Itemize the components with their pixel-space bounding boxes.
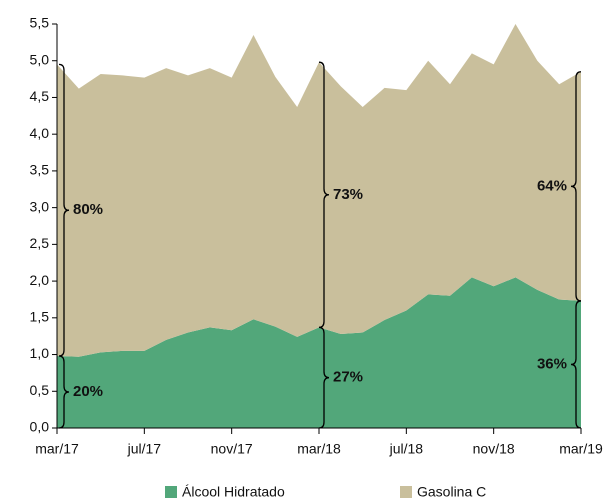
y-tick-label: 1,5	[30, 309, 50, 325]
annotation: 36%	[537, 355, 567, 372]
y-tick-label: 3,0	[30, 198, 50, 214]
brace	[58, 63, 70, 357]
y-tick-label: 2,5	[30, 235, 50, 251]
x-tick-label: nov/17	[211, 441, 253, 457]
brace	[318, 326, 330, 429]
annotation: 73%	[333, 186, 363, 203]
area	[57, 24, 581, 357]
brace	[570, 300, 582, 429]
x-tick-label: mar/17	[35, 441, 79, 457]
y-tick-label: 1,0	[30, 345, 50, 361]
brace	[318, 61, 330, 329]
annotation: 27%	[333, 369, 363, 386]
legend-label: Gasolina C	[417, 484, 486, 500]
area	[57, 277, 581, 428]
x-tick-label: nov/18	[473, 441, 515, 457]
annotation: 80%	[73, 201, 103, 218]
legend-label: Álcool Hidratado	[182, 484, 285, 500]
y-tick-label: 5,5	[30, 15, 50, 31]
x-tick-label: jul/18	[389, 441, 424, 457]
brace	[570, 71, 582, 302]
legend-swatch	[165, 486, 177, 498]
x-tick-label: mar/19	[559, 441, 603, 457]
y-tick-label: 4,0	[30, 125, 50, 141]
x-tick-label: jul/17	[127, 441, 162, 457]
y-tick-label: 3,5	[30, 162, 50, 178]
brace	[58, 355, 70, 429]
annotation: 64%	[537, 177, 567, 194]
legend-swatch	[400, 486, 412, 498]
annotation: 20%	[73, 383, 103, 400]
y-tick-label: 5,0	[30, 51, 50, 67]
y-tick-label: 4,5	[30, 88, 50, 104]
y-tick-label: 0,0	[30, 419, 50, 435]
y-tick-label: 2,0	[30, 272, 50, 288]
x-tick-label: mar/18	[297, 441, 341, 457]
y-tick-label: 0,5	[30, 382, 50, 398]
